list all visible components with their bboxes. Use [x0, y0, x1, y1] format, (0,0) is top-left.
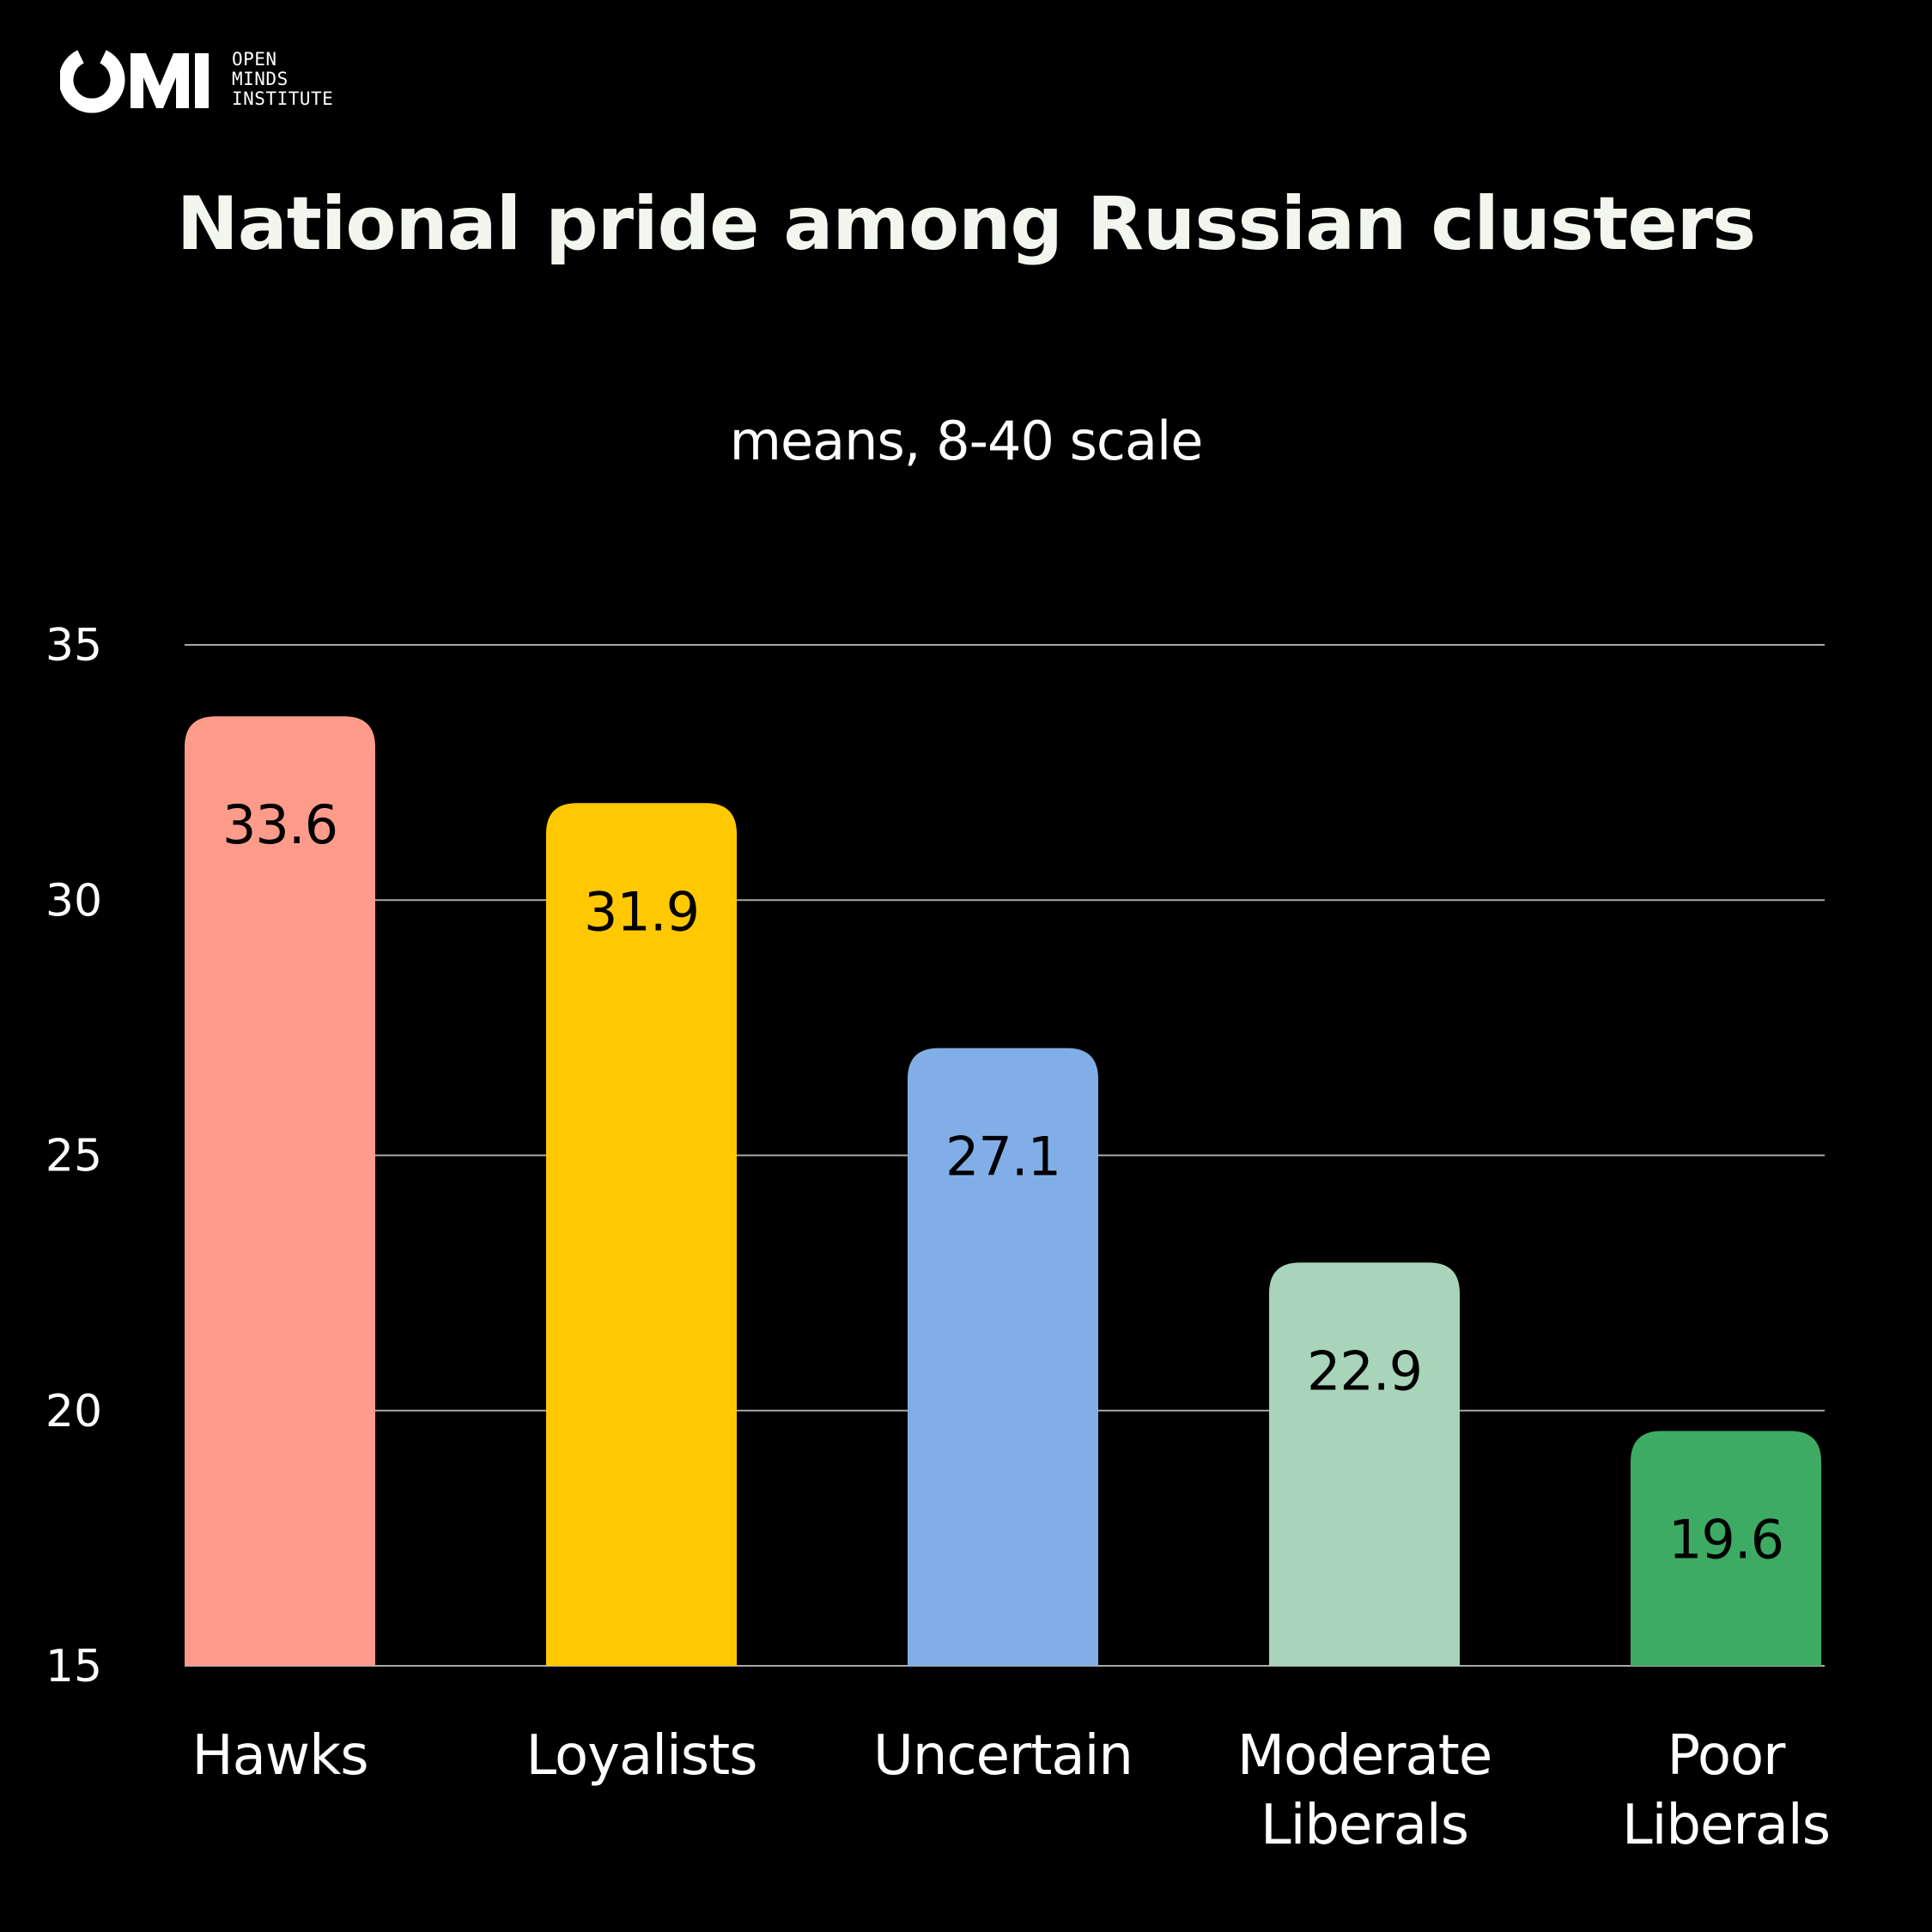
y-tick-label: 35 [46, 620, 102, 671]
y-tick-label: 15 [46, 1641, 102, 1692]
bar [1631, 1431, 1821, 1666]
data-label: 27.1 [945, 1126, 1060, 1188]
data-label: 31.9 [584, 880, 699, 943]
data-label: 19.6 [1668, 1509, 1783, 1571]
x-category-label: Loyalists [526, 1724, 756, 1788]
x-category-label: Uncertain [873, 1724, 1133, 1788]
bar [546, 803, 737, 1666]
bar [908, 1048, 1098, 1666]
data-label: 22.9 [1307, 1340, 1422, 1402]
bars: 33.6 31.9 27.1 22.9 19.6 [185, 716, 1821, 1666]
omi-logo-mark [60, 50, 209, 113]
omi-logo: OPEN MINDS INSTITUTE [60, 48, 369, 113]
logo-line: MINDS [232, 69, 289, 89]
y-tick-label: 25 [46, 1131, 102, 1182]
axis-labels: 15 20 25 30 35 Hawks Loyalists Uncertain Moderat… [46, 620, 1831, 1857]
x-category-label: Hawks [191, 1724, 368, 1788]
chart-title: National pride among Russian clusters [176, 181, 1757, 267]
chart-subtitle: means, 8-40 scale [729, 410, 1204, 472]
data-label: 33.6 [222, 793, 337, 856]
x-category-label: Moderate [1237, 1724, 1492, 1788]
logo-line: OPEN [232, 49, 277, 70]
x-category-label: Liberals [1622, 1794, 1830, 1857]
logo-wordmark: OPEN MINDS INSTITUTE [232, 50, 333, 109]
bar [1269, 1262, 1460, 1666]
x-category-label: Poor [1668, 1724, 1787, 1788]
logo-line: INSTITUTE [232, 88, 334, 109]
y-tick-label: 20 [46, 1386, 102, 1437]
bar [185, 716, 375, 1666]
y-tick-label: 30 [46, 875, 102, 927]
x-category-label: Liberals [1261, 1794, 1468, 1857]
